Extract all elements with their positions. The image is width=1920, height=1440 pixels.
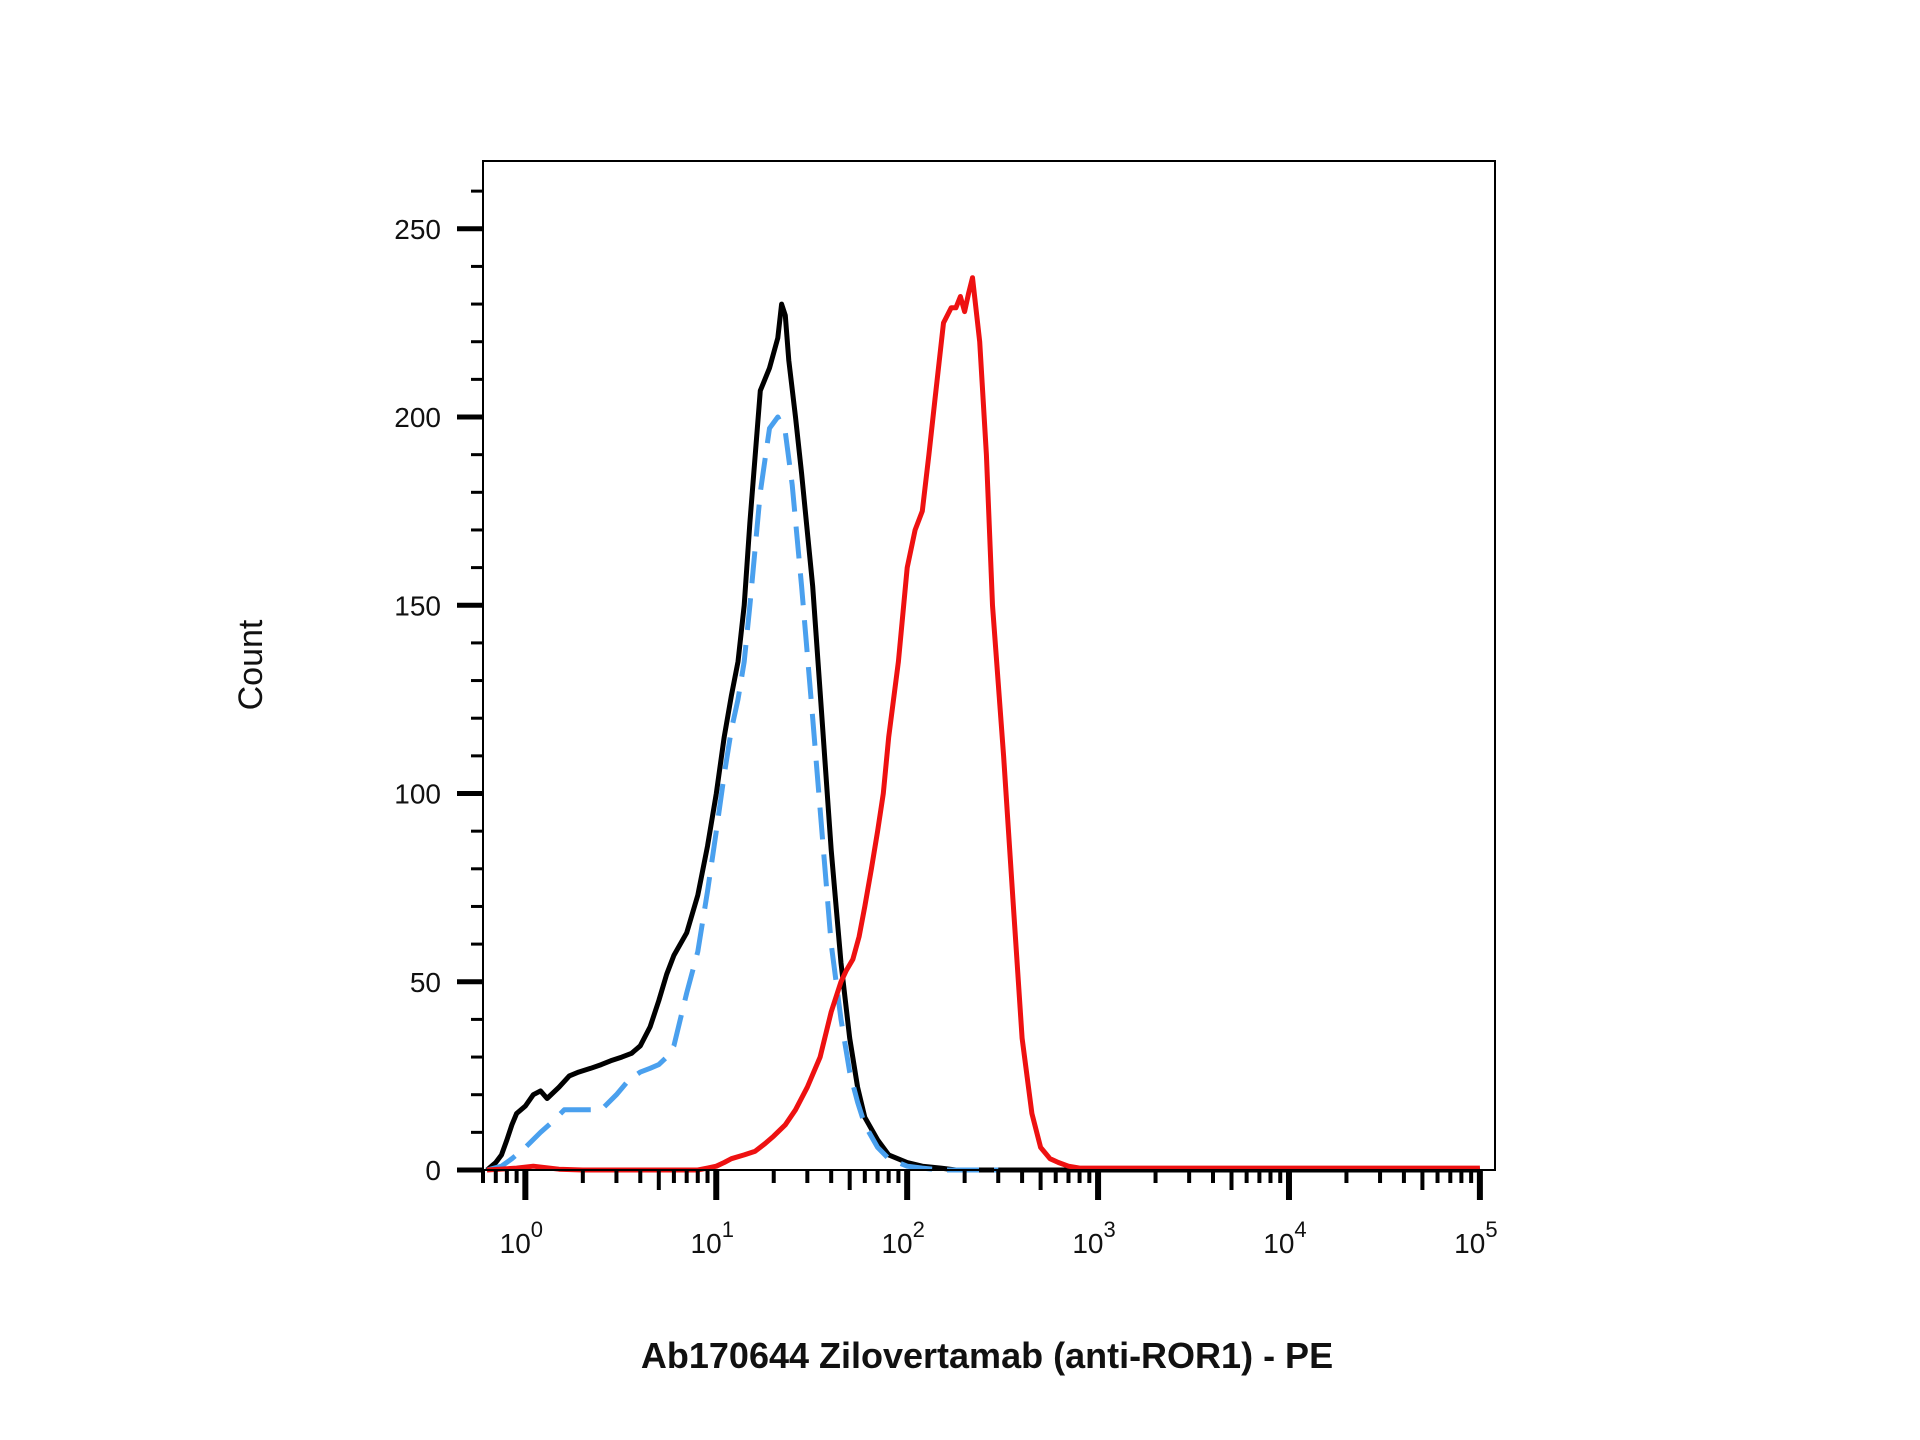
x-tick-label: 105 — [1454, 1217, 1497, 1259]
x-tick-label: 103 — [1072, 1217, 1115, 1259]
x-tick-label: 101 — [691, 1217, 734, 1259]
y-tick-label: 50 — [410, 967, 441, 998]
y-tick-label: 0 — [425, 1155, 441, 1186]
axes-layer: 0 50 100 150 200 250 100 101 102 103 104 105 — [394, 160, 1498, 1259]
x-axis-title: Ab170644 Zilovertamab (anti-ROR1) - PE — [641, 1335, 1333, 1376]
y-tick-label: 150 — [394, 590, 441, 621]
x-tick-label: 104 — [1263, 1217, 1306, 1259]
y-tick-label: 100 — [394, 779, 441, 810]
histogram-curve-2 — [486, 414, 999, 1173]
histogram-curve-1 — [485, 301, 1480, 1173]
y-tick-label: 250 — [394, 214, 441, 245]
y-axis-title: Count — [232, 619, 270, 710]
histogram-curve-3 — [486, 275, 1480, 1173]
x-tick-label: 102 — [881, 1217, 924, 1259]
plot-frame — [482, 160, 1496, 1171]
x-tick-label: 100 — [500, 1217, 543, 1259]
curves-layer — [485, 275, 1480, 1173]
y-tick-label: 200 — [394, 402, 441, 433]
